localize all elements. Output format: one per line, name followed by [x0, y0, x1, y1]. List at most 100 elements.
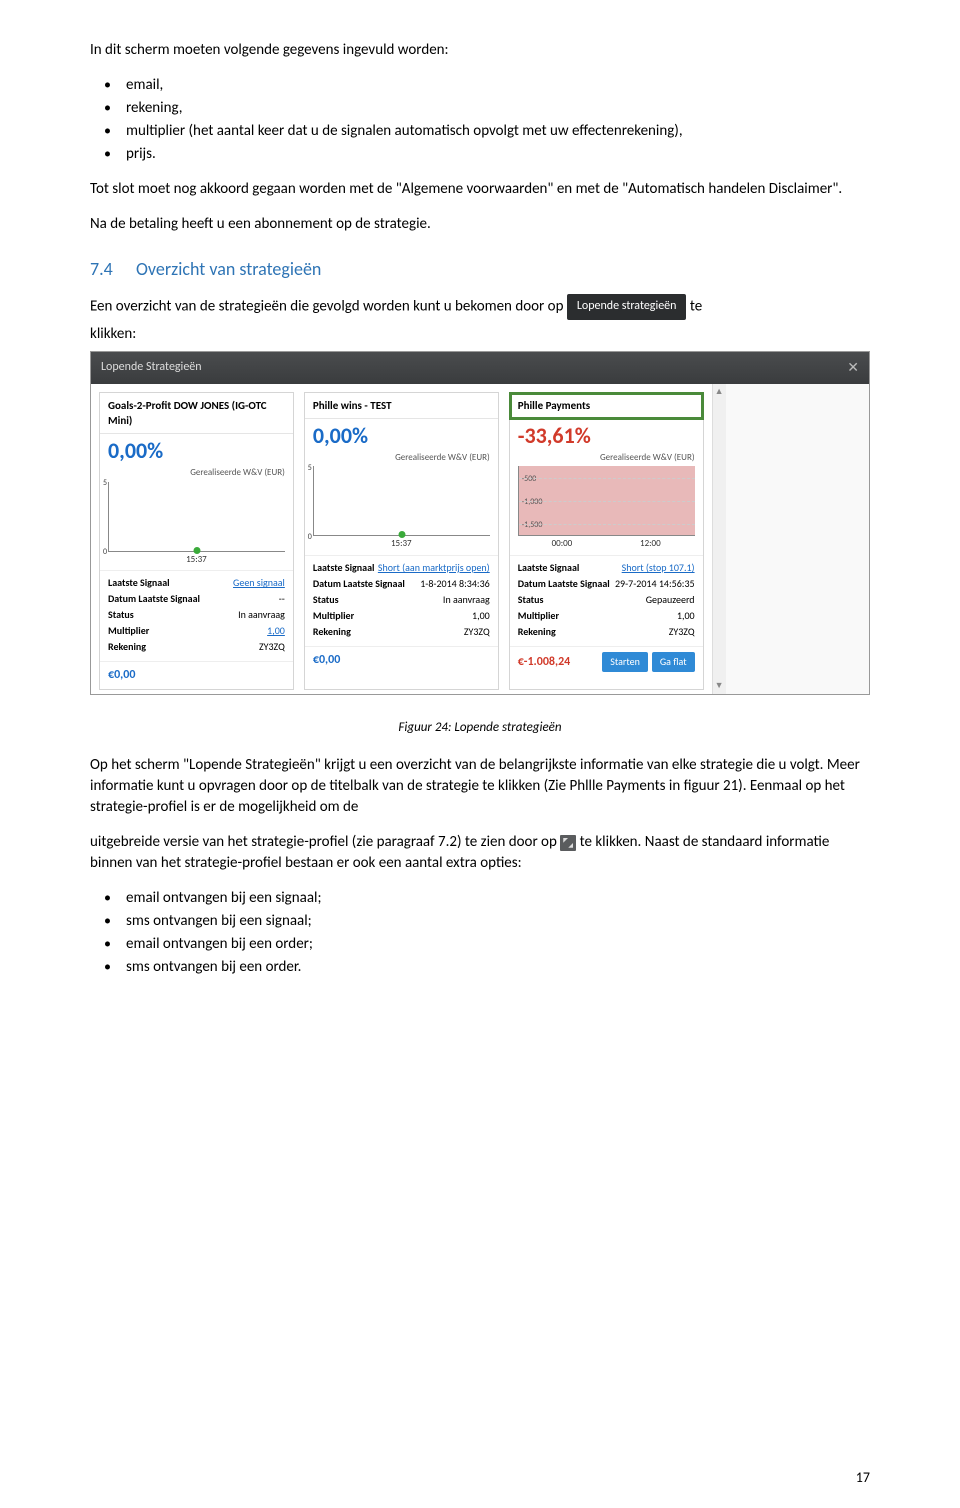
- card-footer: €0,00: [100, 661, 293, 689]
- detail-value: ZY3ZQ: [259, 640, 285, 654]
- close-icon[interactable]: ✕: [847, 358, 859, 378]
- strategy-card: Goals-2-Profit DOW JONES (IG-OTC Mini)0,…: [99, 392, 294, 691]
- detail-row: Laatste SignaalGeen signaal: [108, 575, 285, 591]
- detail-key: Datum Laatste Signaal: [518, 577, 610, 591]
- detail-row: Multiplier 1,00: [108, 623, 285, 639]
- strategy-title[interactable]: Phille Payments: [510, 393, 703, 419]
- fields-list: email, rekening, multiplier (het aantal …: [90, 75, 870, 165]
- chart-xtick: 15:37: [391, 538, 412, 551]
- mini-chart: -500-1,000-1,500: [518, 466, 695, 536]
- body-text-with-icon: uitgebreide versie van het strategie-pro…: [90, 832, 870, 874]
- chart-dot-icon: [193, 547, 200, 554]
- disclaimer-text: Tot slot moet nog akkoord gegaan worden …: [90, 179, 870, 200]
- strategy-card: Phille wins - TEST0,00%Gerealiseerde W&V…: [304, 392, 499, 691]
- detail-key: Rekening: [313, 625, 351, 639]
- detail-value[interactable]: Short (aan marktprijs open): [378, 561, 490, 575]
- text-fragment: te klikken.: [576, 833, 641, 851]
- detail-value: 29-7-2014 14:56:35: [615, 577, 695, 591]
- detail-key: Rekening: [108, 640, 146, 654]
- detail-row: Multiplier1,00: [518, 608, 695, 624]
- chart-xticks: 15:37: [313, 538, 490, 551]
- detail-row: Datum Laatste Signaal 29-7-2014 14:56:35: [518, 576, 695, 592]
- list-item: email ontvangen bij een order;: [126, 934, 870, 955]
- intro-text: In dit scherm moeten volgende gegevens i…: [90, 40, 870, 61]
- scroll-up-icon[interactable]: ▲: [715, 386, 724, 399]
- options-list: email ontvangen bij een signaal; sms ont…: [90, 888, 870, 978]
- strategy-title[interactable]: Phille wins - TEST: [305, 393, 498, 419]
- chart-xticks: 00:00 12:00: [518, 538, 695, 551]
- list-item: rekening,: [126, 98, 870, 119]
- strategy-percentage: -33,61%: [510, 419, 703, 452]
- detail-key: Multiplier: [313, 609, 354, 623]
- list-item: sms ontvangen bij een signaal;: [126, 911, 870, 932]
- detail-key: Laatste Signaal: [518, 561, 580, 575]
- text-fragment: uitgebreide versie van het strategie-pro…: [90, 833, 560, 851]
- section-heading: 7.4Overzicht van strategieën: [90, 257, 870, 282]
- detail-key: Datum Laatste Signaal: [108, 592, 200, 606]
- expand-icon[interactable]: [560, 835, 576, 851]
- chart-ytick: 0: [85, 547, 107, 558]
- section-title: Overzicht van strategieën: [136, 258, 321, 280]
- strategy-percentage: 0,00%: [305, 419, 498, 452]
- detail-key: Datum Laatste Signaal: [313, 577, 405, 591]
- scroll-down-icon[interactable]: ▼: [715, 680, 724, 693]
- chart-ytick: -1,500: [522, 520, 544, 531]
- list-item: email ontvangen bij een signaal;: [126, 888, 870, 909]
- detail-value: ZY3ZQ: [669, 625, 695, 639]
- button-group: StartenGa flat: [602, 652, 694, 672]
- detail-row: Laatste Signaal Short (stop 107.1): [518, 560, 695, 576]
- mini-chart: 50: [108, 482, 285, 552]
- subscription-text: Na de betaling heeft u een abonnement op…: [90, 214, 870, 235]
- strategy-card: Phille Payments-33,61%Gerealiseerde W&V …: [509, 392, 704, 691]
- strategy-details: Laatste SignaalGeen signaalDatum Laatste…: [100, 570, 293, 661]
- page-number: 17: [856, 1468, 870, 1488]
- text-fragment: klikken:: [90, 325, 136, 343]
- strategy-amount: €0,00: [108, 667, 135, 684]
- strategy-amount: €-1.008,24: [518, 654, 571, 671]
- chart-dot-icon: [398, 531, 405, 538]
- detail-value[interactable]: Short (stop 107.1): [622, 561, 695, 575]
- detail-row: Rekening ZY3ZQ: [518, 624, 695, 640]
- detail-key: Multiplier: [518, 609, 559, 623]
- scrollbar[interactable]: ▲ ▼: [712, 384, 726, 695]
- section-number: 7.4: [90, 257, 136, 282]
- chart-xtick: 15:37: [186, 554, 207, 567]
- list-item: sms ontvangen bij een order.: [126, 957, 870, 978]
- detail-key: Status: [518, 593, 544, 607]
- lopende-strategieen-chip[interactable]: Lopende strategieën: [567, 294, 687, 320]
- detail-value: Gepauzeerd: [646, 593, 695, 607]
- chart-xtick: 12:00: [640, 538, 661, 551]
- detail-value[interactable]: Geen signaal: [233, 576, 285, 590]
- lopende-strategieen-screenshot: Lopende Strategieën ✕ Goals-2-Profit DOW…: [90, 351, 870, 695]
- detail-row: StatusIn aanvraag: [108, 607, 285, 623]
- list-item: prijs.: [126, 144, 870, 165]
- wv-label: Gerealiseerde W&V (EUR): [100, 467, 293, 482]
- detail-row: Datum Laatste Signaal --: [108, 591, 285, 607]
- chart-ytick: 5: [85, 478, 107, 489]
- detail-key: Status: [313, 593, 339, 607]
- detail-value: In aanvraag: [238, 608, 285, 622]
- body-text: Op het scherm "Lopende Strategieën" krij…: [90, 755, 870, 818]
- detail-key: Multiplier: [108, 624, 149, 638]
- starten-button[interactable]: Starten: [602, 652, 648, 672]
- strategy-details: Laatste SignaalShort (stop 107.1)Datum L…: [510, 555, 703, 646]
- detail-row: RekeningZY3ZQ: [313, 624, 490, 640]
- strategy-title[interactable]: Goals-2-Profit DOW JONES (IG-OTC Mini): [100, 393, 293, 435]
- detail-row: Status In aanvraag: [313, 592, 490, 608]
- figure-caption: Figuur 24: Lopende strategieën: [90, 719, 870, 737]
- chart-ytick: 5: [290, 463, 312, 474]
- detail-value[interactable]: 1,00: [267, 624, 285, 638]
- detail-row: Laatste SignaalShort (aan marktprijs ope…: [313, 560, 490, 576]
- detail-key: Rekening: [518, 625, 556, 639]
- card-footer: €0,00: [305, 646, 498, 674]
- chart-xtick: 00:00: [552, 538, 573, 551]
- detail-value: In aanvraag: [443, 593, 490, 607]
- detail-value: 1-8-2014 8:34:36: [420, 577, 490, 591]
- strategy-percentage: 0,00%: [100, 434, 293, 467]
- list-item: multiplier (het aantal keer dat u de sig…: [126, 121, 870, 142]
- card-footer: €-1.008,24 StartenGa flat: [510, 646, 703, 677]
- detail-value: --: [279, 592, 285, 606]
- dialog-title: Lopende Strategieën: [101, 359, 202, 376]
- detail-row: Multiplier1,00: [313, 608, 490, 624]
- ga-flat-button[interactable]: Ga flat: [652, 652, 695, 672]
